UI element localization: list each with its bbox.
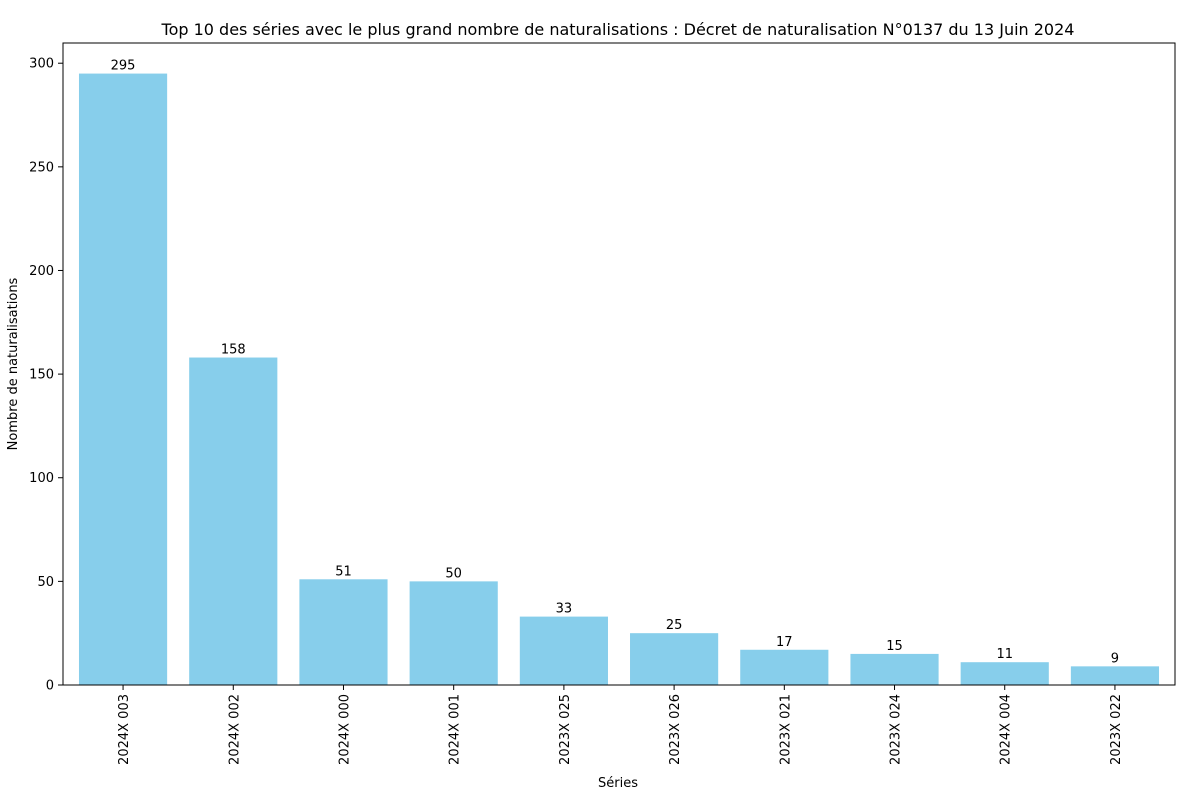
bar-value-label: 33 xyxy=(556,602,573,617)
y-axis-label: Nombre de naturalisations xyxy=(6,277,21,450)
bar-2023X-024 xyxy=(850,653,939,685)
bar-value-label: 25 xyxy=(666,618,683,633)
plot-area: 295 2024X 003 158 2024X 002 51 2024X 000 50 202… xyxy=(29,42,1176,765)
x-tick-label: 2023X 026 xyxy=(668,694,683,765)
bar-2024X-003 xyxy=(78,73,168,686)
x-tick-label: 2024X 002 xyxy=(227,694,242,765)
x-tick-label: 2024X 001 xyxy=(448,694,463,765)
x-tick-label: 2023X 022 xyxy=(1109,694,1124,765)
x-axis-label: Séries xyxy=(598,776,638,791)
bar-value-label: 295 xyxy=(111,59,136,74)
bar-2024X-001 xyxy=(409,581,498,685)
bar-value-label: 15 xyxy=(886,639,903,654)
y-tick-label: 0 xyxy=(46,679,54,694)
bar-2024X-000 xyxy=(299,579,388,685)
bar-2023X-022 xyxy=(1070,666,1160,685)
bar-value-label: 9 xyxy=(1111,651,1119,666)
y-tick-label: 300 xyxy=(29,57,54,72)
bar-2024X-002 xyxy=(189,357,278,685)
bar-value-label: 158 xyxy=(221,343,246,358)
bar-2024X-004 xyxy=(960,662,1049,685)
bar-value-label: 17 xyxy=(776,635,793,650)
bar-2023X-025 xyxy=(519,616,608,685)
y-tick-label: 50 xyxy=(37,575,54,590)
y-tick-label: 150 xyxy=(29,368,54,383)
y-tick-label: 200 xyxy=(29,264,54,279)
bar-2023X-026 xyxy=(630,633,719,685)
x-tick-label: 2024X 004 xyxy=(999,694,1014,765)
y-tick-label: 100 xyxy=(29,471,54,486)
chart-title: Top 10 des séries avec le plus grand nom… xyxy=(161,20,1075,39)
bar-value-label: 50 xyxy=(445,566,462,581)
plot-frame xyxy=(62,42,1176,686)
x-tick-label: 2023X 021 xyxy=(778,694,793,765)
x-tick-label: 2023X 024 xyxy=(889,694,904,765)
x-tick-label: 2024X 003 xyxy=(117,694,132,765)
y-tick-label: 250 xyxy=(29,160,54,175)
bar-2023X-021 xyxy=(740,649,829,685)
x-tick-label: 2023X 025 xyxy=(558,694,573,765)
bar-value-label: 51 xyxy=(335,564,352,579)
x-tick-label: 2024X 000 xyxy=(337,694,352,765)
bar-value-label: 11 xyxy=(996,647,1013,662)
